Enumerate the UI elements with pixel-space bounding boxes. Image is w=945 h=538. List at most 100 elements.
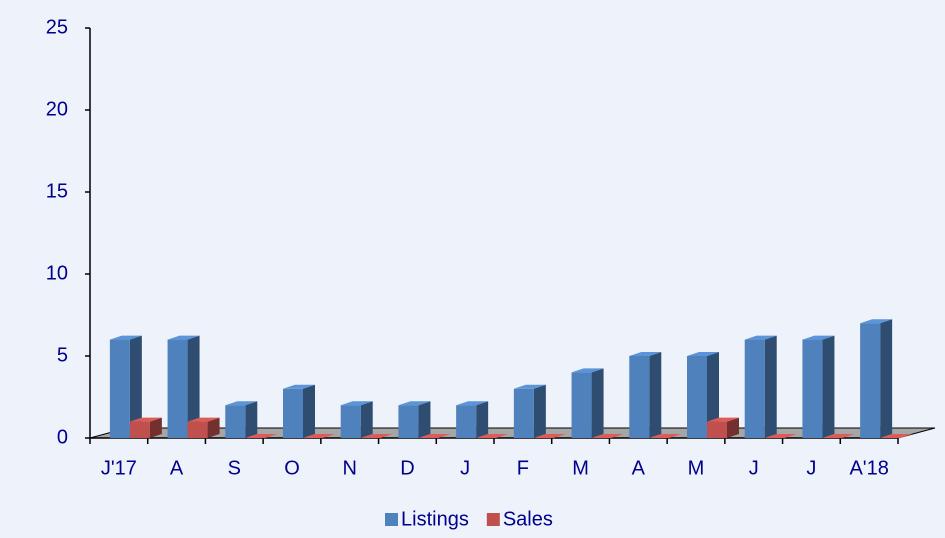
bar-top xyxy=(744,335,777,340)
bar xyxy=(764,434,797,438)
x-tick-label: D xyxy=(400,457,414,479)
bar-top xyxy=(513,384,546,389)
bar-top xyxy=(109,335,142,340)
x-tick-label: A xyxy=(170,457,184,479)
bar-top xyxy=(687,352,719,356)
x-tick-label: O xyxy=(284,457,300,479)
bar xyxy=(398,401,431,438)
bar-side xyxy=(649,352,662,438)
bar-side xyxy=(764,335,777,438)
bar-top xyxy=(340,401,373,406)
bar-side xyxy=(303,384,315,438)
bar xyxy=(860,319,893,438)
bar xyxy=(340,401,373,438)
bar-side xyxy=(476,401,489,438)
bar xyxy=(822,434,855,438)
bar-side xyxy=(360,401,373,438)
bar-top xyxy=(629,352,662,356)
bar-top xyxy=(571,368,604,373)
bar-side xyxy=(727,417,739,438)
bar xyxy=(303,434,335,438)
bar-top xyxy=(360,434,393,438)
bar xyxy=(707,417,739,438)
bar-front xyxy=(707,421,727,438)
bar-top xyxy=(418,434,451,438)
y-tick-label: 25 xyxy=(46,16,68,38)
bar-top xyxy=(129,417,162,422)
y-tick-label: 10 xyxy=(46,262,68,284)
x-tick-label: J xyxy=(749,457,759,479)
bar-front xyxy=(167,339,188,438)
bar-front xyxy=(456,405,477,438)
legend-label: Listings xyxy=(401,508,469,530)
bar xyxy=(591,434,624,438)
y-tick-label: 5 xyxy=(57,344,68,366)
bar xyxy=(187,417,220,438)
bar-top xyxy=(860,319,893,324)
bar-top xyxy=(245,434,278,438)
x-tick-label: F xyxy=(517,457,529,479)
bar xyxy=(360,434,393,438)
bar xyxy=(880,434,913,438)
bar-front xyxy=(513,388,534,438)
bar xyxy=(571,368,604,438)
bar-top xyxy=(880,434,913,438)
x-tick-label: M xyxy=(572,457,589,479)
bar-front xyxy=(283,388,303,438)
bar xyxy=(744,335,777,438)
bar-front xyxy=(687,356,707,438)
bar xyxy=(533,434,566,438)
y-tick-label: 0 xyxy=(57,426,68,448)
bar-side xyxy=(418,401,431,438)
bar-front xyxy=(187,421,208,438)
bar xyxy=(109,335,142,438)
bar xyxy=(245,434,278,438)
bar xyxy=(167,335,200,438)
bar-top xyxy=(533,434,566,438)
x-tick-label: S xyxy=(228,457,241,479)
x-tick-label: A xyxy=(632,457,646,479)
legend-swatch xyxy=(385,513,398,526)
bar xyxy=(129,417,162,438)
bar xyxy=(476,434,509,438)
y-tick-label: 15 xyxy=(46,180,68,202)
bar-top xyxy=(822,434,855,438)
bar-top xyxy=(225,401,258,406)
bar-side xyxy=(187,335,200,438)
x-tick-label: J xyxy=(806,457,816,479)
y-tick-label: 20 xyxy=(46,98,68,120)
x-tick-label: J xyxy=(460,457,470,479)
bar-side xyxy=(822,335,835,438)
bar-side xyxy=(149,417,162,438)
bar-front xyxy=(129,421,150,438)
bar xyxy=(629,352,662,438)
bar-top xyxy=(707,417,739,422)
x-tick-label: N xyxy=(342,457,356,479)
bar-side xyxy=(207,417,220,438)
bar-side xyxy=(245,401,258,438)
bar-side xyxy=(591,368,604,438)
bar-top xyxy=(187,417,220,422)
legend-label: Sales xyxy=(503,508,553,530)
bar-front xyxy=(109,339,130,438)
bar xyxy=(513,384,546,438)
bar-front xyxy=(802,339,823,438)
bar xyxy=(687,352,719,438)
bar xyxy=(225,401,258,438)
bar xyxy=(456,401,489,438)
x-tick-label: A'18 xyxy=(849,457,888,479)
bar xyxy=(418,434,451,438)
bar-front xyxy=(398,405,419,438)
bar-top xyxy=(303,434,335,438)
bar-front xyxy=(225,405,246,438)
bar-side xyxy=(880,319,893,438)
bar-side xyxy=(707,352,719,438)
bar-front xyxy=(860,323,881,438)
bar-front xyxy=(340,405,361,438)
bar-top xyxy=(398,401,431,406)
bar xyxy=(649,434,682,438)
bar-top xyxy=(283,384,315,389)
bar-top xyxy=(456,401,489,406)
bar-top xyxy=(591,434,624,438)
bar-front xyxy=(744,339,765,438)
